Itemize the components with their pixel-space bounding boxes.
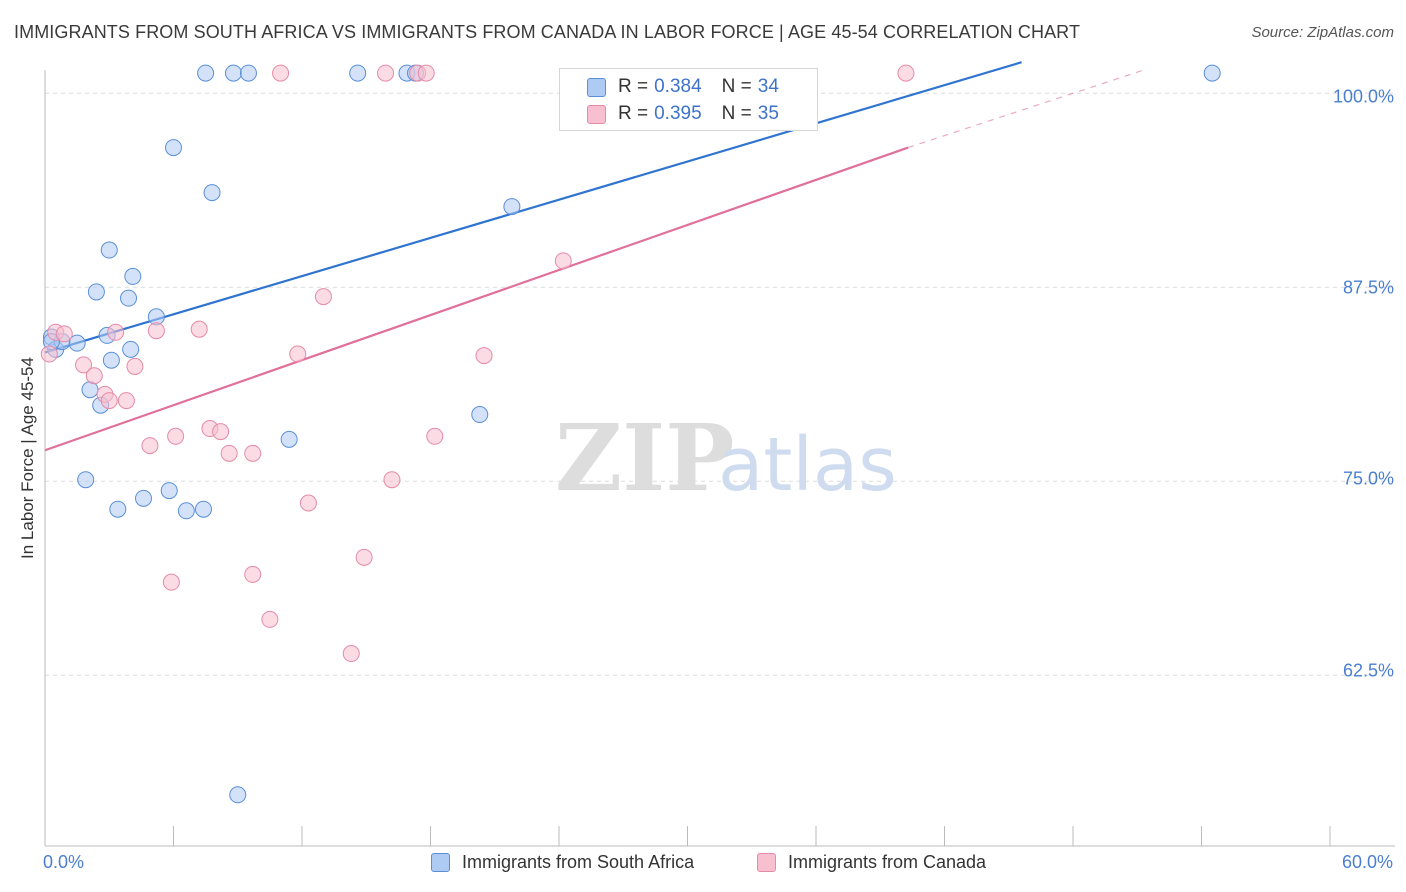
point-canada [167, 427, 185, 445]
legend-swatch-blue [587, 77, 606, 97]
legend-n-value: 35 [757, 103, 779, 124]
y-tick-label: 62.5% [1342, 660, 1394, 681]
point-canada [244, 565, 262, 583]
point-canada [417, 64, 435, 82]
point-south-africa [203, 184, 221, 202]
legend-n-label: N = [721, 76, 752, 97]
point-south-africa [471, 406, 489, 424]
point-canada [244, 444, 262, 462]
point-canada [342, 645, 360, 663]
point-south-africa [109, 500, 127, 518]
point-canada [261, 610, 279, 628]
y-axis-label: In Labor Force | Age 45-54 [18, 357, 37, 559]
point-canada [475, 347, 493, 365]
point-canada [55, 325, 73, 343]
point-canada [289, 345, 307, 363]
legend-r-label: R = [618, 76, 649, 97]
point-south-africa [224, 64, 242, 82]
point-canada [377, 64, 395, 82]
y-tick-label: 100.0% [1332, 86, 1394, 107]
legend-n-label: N = [721, 103, 752, 124]
legend-item-south-africa: Immigrants from South Africa [431, 852, 694, 873]
legend-label: Immigrants from South Africa [462, 852, 695, 872]
point-canada [75, 356, 93, 374]
legend-r-value: 0.384 [654, 76, 702, 97]
legend-swatch-pink [757, 853, 776, 872]
legend-swatch-blue [431, 853, 450, 872]
watermark-zip: ZIP [555, 404, 734, 512]
legend-r-label: R = [618, 103, 649, 124]
point-canada [897, 64, 915, 82]
legend-item-canada: Immigrants from Canada [757, 852, 986, 873]
point-south-africa [177, 502, 195, 520]
point-south-africa [349, 64, 367, 82]
chart-title: IMMIGRANTS FROM SOUTH AFRICA VS IMMIGRAN… [14, 22, 1081, 42]
legend-swatch-pink [587, 104, 606, 124]
point-south-africa [280, 430, 298, 448]
correlation-legend: R = 0.384 N = 34 R = 0.395 N = 35 [559, 68, 818, 131]
point-canada [426, 427, 444, 445]
point-south-africa [239, 64, 257, 82]
trend-line-canada [44, 146, 909, 452]
y-tick-label: 87.5% [1342, 277, 1394, 298]
point-canada [126, 357, 144, 375]
x-tick-label: 0.0% [43, 852, 85, 872]
point-south-africa [194, 500, 212, 518]
point-south-africa [160, 482, 178, 500]
trend-extension-canada [907, 69, 1144, 149]
point-canada [272, 64, 290, 82]
point-south-africa [165, 139, 182, 157]
point-canada [383, 471, 401, 489]
trend-lines [44, 61, 1144, 452]
point-south-africa [120, 289, 138, 307]
point-canada [355, 548, 373, 566]
point-canada [117, 392, 135, 410]
legend-label: Immigrants from Canada [788, 852, 987, 872]
point-canada [314, 288, 332, 306]
point-canada [162, 573, 180, 591]
point-canada [190, 320, 208, 338]
point-canada [100, 392, 118, 410]
x-tick-label: 60.0% [1341, 852, 1393, 872]
point-south-africa [135, 489, 153, 507]
point-canada [147, 322, 165, 340]
point-south-africa [1203, 64, 1221, 82]
point-canada [40, 345, 58, 363]
data-points [40, 64, 1221, 804]
watermark-atlas: atlas [718, 422, 897, 508]
point-south-africa [102, 351, 120, 369]
point-south-africa [197, 64, 215, 82]
gridlines [45, 92, 1395, 676]
point-canada [85, 367, 103, 385]
point-canada [220, 444, 238, 462]
point-south-africa [122, 340, 140, 358]
point-south-africa [77, 471, 95, 489]
point-south-africa [68, 334, 86, 352]
point-south-africa [87, 283, 105, 301]
source-label: Source: ZipAtlas.com [1251, 24, 1394, 41]
point-south-africa [503, 198, 521, 216]
legend-row-canada: R = 0.395 N = 35 [560, 101, 779, 127]
point-canada [141, 437, 159, 455]
trend-line-south-africa [44, 61, 1022, 354]
point-canada [554, 252, 572, 270]
y-tick-label: 75.0% [1342, 468, 1394, 489]
legend-row-south-africa: R = 0.384 N = 34 [560, 74, 779, 100]
legend-r-value: 0.395 [654, 103, 702, 124]
axes [44, 70, 1395, 847]
point-south-africa [229, 786, 247, 804]
point-south-africa [100, 241, 118, 259]
legend-n-value: 34 [757, 76, 779, 97]
point-canada [107, 323, 125, 341]
point-south-africa [124, 267, 142, 285]
point-canada [212, 423, 230, 441]
point-canada [299, 494, 317, 512]
